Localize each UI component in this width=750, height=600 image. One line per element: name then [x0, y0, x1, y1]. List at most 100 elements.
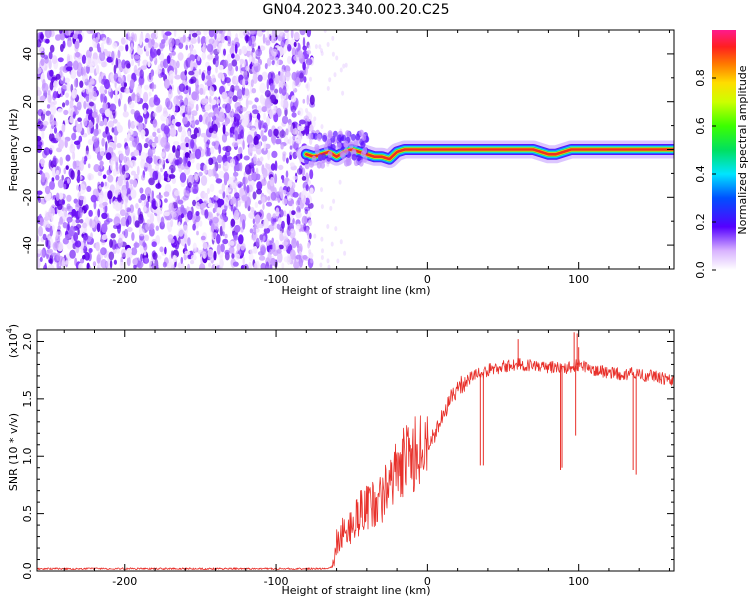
noise-blob	[213, 166, 217, 177]
noise-blob	[206, 79, 213, 88]
noise-blob	[242, 176, 246, 185]
noise-blob	[62, 257, 66, 263]
noise-blob	[66, 194, 72, 202]
noise-blob	[160, 137, 167, 148]
noise-blob	[151, 190, 154, 200]
noise-blob	[201, 72, 205, 81]
noise-blob	[191, 118, 196, 128]
noise-blob	[272, 213, 277, 219]
noise-blob	[307, 44, 311, 50]
noise-blob	[245, 65, 250, 72]
noise-blob	[332, 198, 336, 204]
noise-blob	[61, 123, 66, 133]
noise-blob	[187, 160, 192, 168]
noise-blob	[261, 147, 268, 155]
noise-blob	[41, 130, 45, 139]
noise-blob	[117, 223, 121, 234]
noise-blob	[216, 207, 222, 214]
noise-blob	[211, 141, 216, 147]
noise-blob	[65, 165, 69, 171]
noise-blob	[309, 94, 315, 106]
colorbar-tick-label: 0.8	[694, 69, 707, 87]
noise-blob	[229, 126, 236, 134]
noise-blob	[260, 130, 264, 137]
signal-blob	[323, 144, 329, 152]
noise-blob	[280, 40, 285, 49]
noise-blob	[163, 107, 168, 114]
noise-blob	[275, 207, 280, 217]
noise-blob	[309, 169, 314, 180]
noise-blob	[95, 37, 99, 44]
noise-blob	[98, 194, 104, 204]
noise-blob	[230, 199, 234, 206]
noise-blob	[78, 262, 83, 269]
signal-blob	[326, 139, 332, 147]
noise-blob	[261, 135, 268, 142]
noise-blob	[232, 134, 236, 143]
noise-blob	[292, 135, 296, 141]
noise-blob	[37, 257, 41, 269]
noise-blob	[71, 219, 76, 226]
noise-blob	[142, 241, 147, 248]
noise-blob	[69, 143, 76, 154]
noise-blob	[249, 142, 254, 154]
noise-blob	[110, 159, 113, 171]
noise-blob	[185, 85, 189, 91]
noise-blob	[113, 112, 116, 119]
noise-blob	[100, 42, 105, 53]
y-tick-label: 0.0	[21, 562, 34, 580]
noise-blob	[117, 194, 122, 203]
noise-blob	[80, 249, 84, 254]
noise-blob	[152, 145, 156, 155]
noise-blob	[101, 223, 108, 234]
noise-blob	[128, 36, 134, 42]
noise-blob	[61, 174, 64, 181]
noise-blob	[190, 259, 195, 265]
y-tick-label: 0	[21, 146, 34, 153]
noise-blob	[151, 38, 155, 46]
noise-blob	[282, 74, 286, 85]
noise-blob	[52, 91, 58, 99]
noise-blob	[154, 198, 161, 208]
noise-blob	[143, 142, 149, 149]
noise-blob	[149, 213, 155, 224]
noise-blob	[190, 134, 198, 140]
noise-blob	[147, 148, 153, 159]
signal-blob	[358, 129, 364, 137]
noise-blob	[175, 60, 180, 69]
noise-blob	[339, 239, 343, 245]
noise-blob	[95, 241, 100, 252]
noise-blob	[293, 31, 300, 41]
noise-blob	[99, 50, 106, 62]
noise-blob	[289, 162, 295, 167]
noise-blob	[210, 99, 217, 106]
noise-blob	[216, 233, 221, 245]
noise-blob	[200, 235, 206, 241]
noise-blob	[147, 166, 153, 173]
noise-blob	[224, 233, 228, 239]
noise-blob	[252, 191, 257, 200]
noise-blob	[274, 239, 280, 250]
noise-blob	[160, 60, 164, 68]
x-tick-label: -200	[112, 273, 137, 286]
noise-blob	[91, 58, 98, 66]
noise-blob	[144, 187, 152, 197]
noise-blob	[96, 254, 101, 264]
noise-blob	[152, 131, 157, 137]
noise-blob	[233, 234, 239, 241]
noise-blob	[37, 120, 44, 130]
noise-blob	[320, 236, 324, 242]
noise-blob	[165, 117, 169, 127]
noise-blob	[207, 248, 214, 258]
noise-blob	[252, 171, 257, 181]
noise-blob	[251, 48, 255, 53]
noise-blob	[343, 250, 347, 256]
noise-blob	[215, 173, 219, 180]
noise-blob	[168, 113, 172, 125]
noise-blob	[168, 202, 174, 211]
noise-blob	[117, 75, 125, 84]
noise-blob	[251, 88, 257, 94]
noise-blob	[66, 203, 71, 210]
noise-blob	[308, 249, 312, 255]
noise-blob	[284, 30, 289, 33]
